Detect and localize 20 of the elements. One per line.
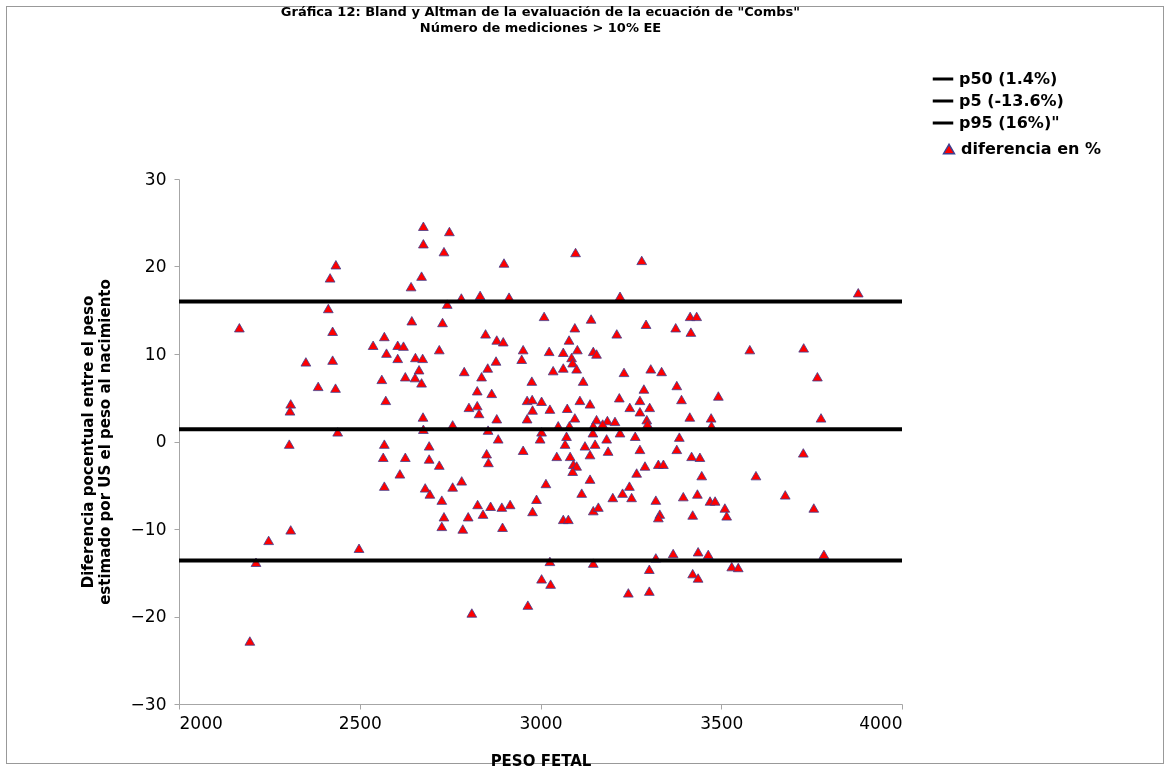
x-tick-label: 2500 xyxy=(338,712,382,733)
y-tick-label: −10 xyxy=(130,518,167,539)
y-tick-label: −30 xyxy=(130,693,167,714)
y-axis-title: Diferencia pocentual entre el peso estimado por US el peso al nacimiento xyxy=(78,279,114,605)
y-tick-label: 30 xyxy=(144,168,167,189)
chart-subtitle: Número de mediciones > 10% EE xyxy=(419,20,662,35)
legend-label: diferencia en % xyxy=(961,139,1102,158)
y-tick-label: 20 xyxy=(144,256,167,276)
y-tick-label: −20 xyxy=(130,606,167,626)
chart-title: Gráfica 12: Bland y Altman de la evaluación de la ecuación de "Combs" xyxy=(280,4,801,19)
legend-label: p50 (1.4%) xyxy=(959,69,1058,88)
y-tick-label: 0 xyxy=(155,431,167,451)
y-tick-label: 10 xyxy=(144,343,167,364)
legend-label: p95 (16%)" xyxy=(959,113,1060,132)
legend-label: p5 (-13.6%) xyxy=(959,91,1064,110)
x-axis-title: PESO FETAL xyxy=(490,751,592,770)
x-tick-label: 3500 xyxy=(700,712,744,733)
x-tick-label: 4000 xyxy=(859,712,903,733)
x-tick-label: 2000 xyxy=(179,712,223,733)
x-tick-label: 3000 xyxy=(519,712,563,733)
